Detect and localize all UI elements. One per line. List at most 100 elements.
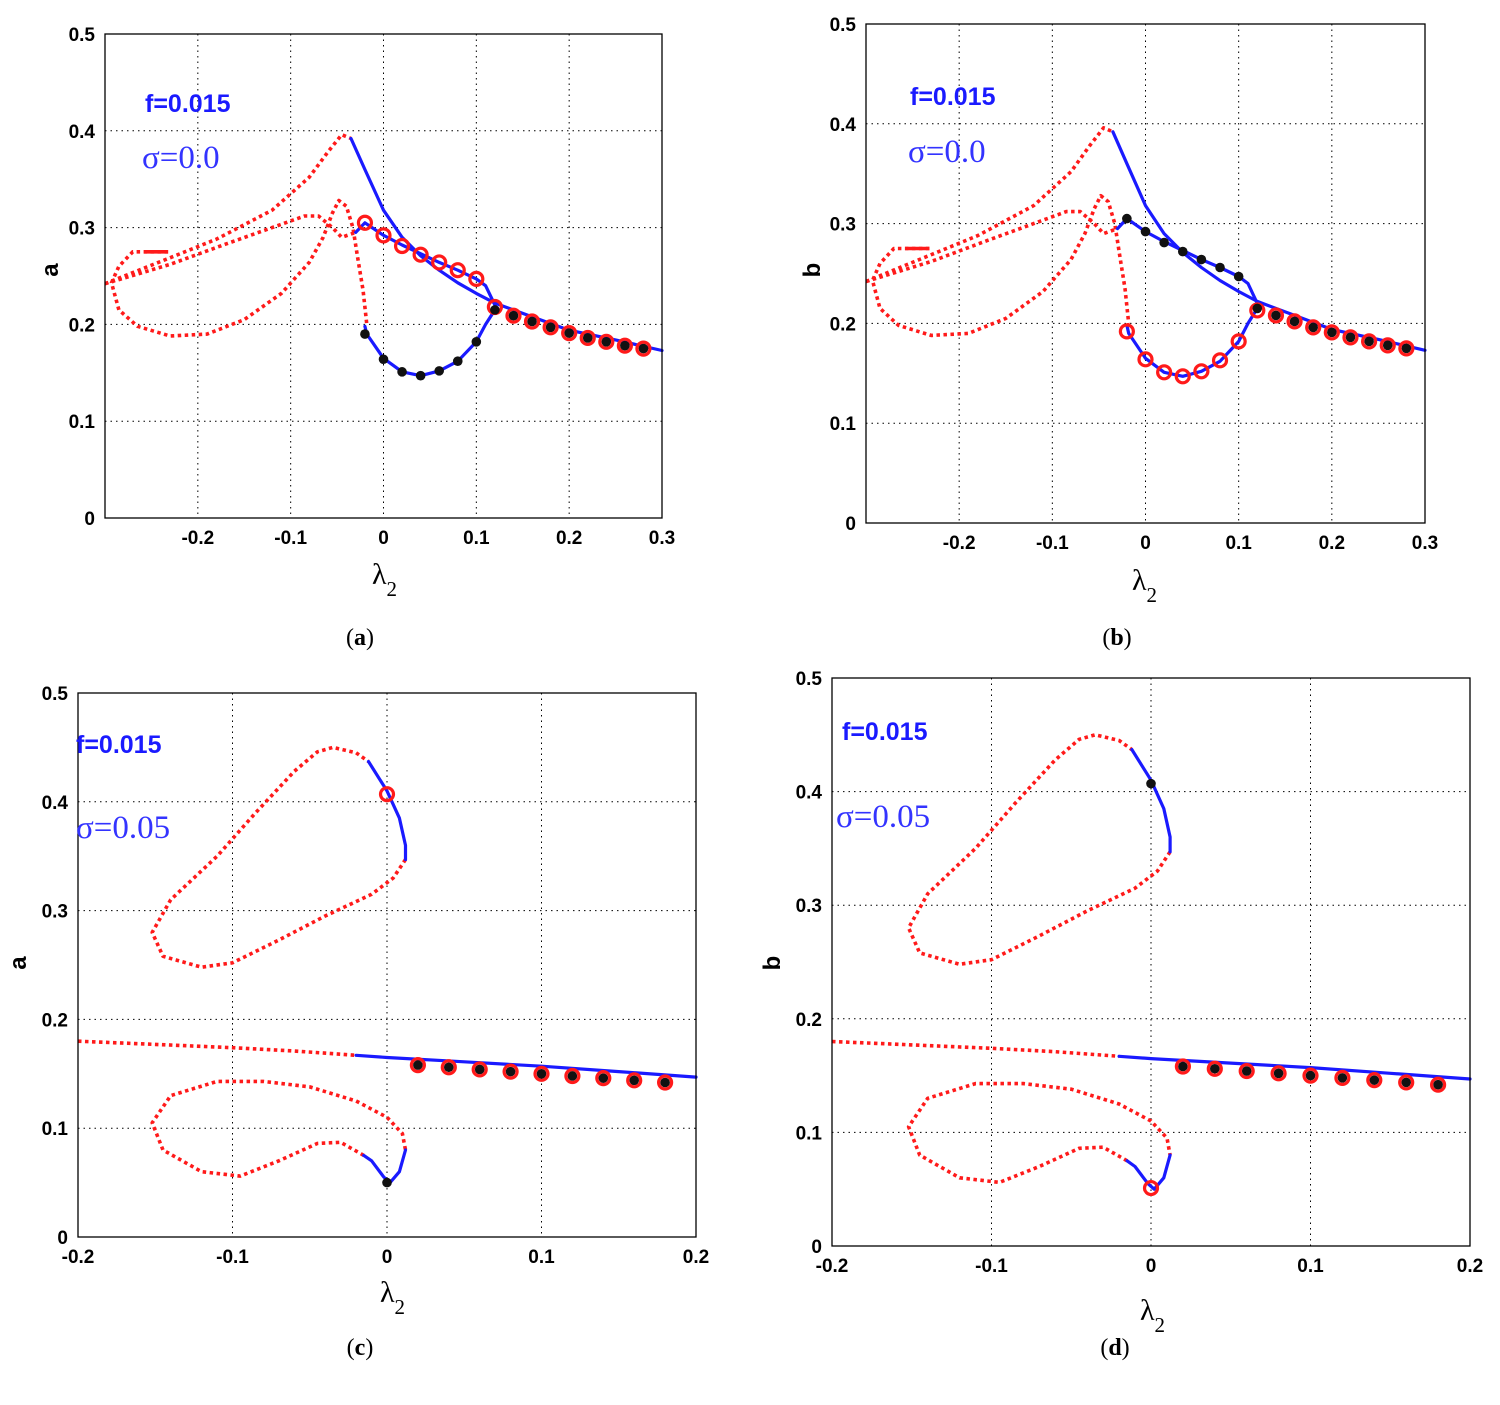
marker-open (1334, 1069, 1351, 1086)
x-axis-label: λ2 (372, 558, 397, 601)
marker-open (1302, 1067, 1319, 1084)
marker-open (1142, 1179, 1160, 1197)
marker-filled (444, 1062, 454, 1073)
marker-filled (567, 1071, 578, 1081)
marker-open (1230, 333, 1247, 350)
plot-frame (77, 692, 697, 1238)
marker-filled (601, 337, 612, 347)
x-axis-label: λ2 (1140, 1294, 1165, 1337)
x-axis-label: λ2 (1132, 564, 1157, 607)
marker-open (409, 1056, 426, 1074)
x-tick-label: -0.2 (816, 1256, 849, 1277)
x-tick-label: -0.2 (943, 533, 976, 554)
x-tick-label: 0.2 (1457, 1256, 1483, 1277)
marker-open (1305, 319, 1322, 336)
marker-filled (360, 329, 370, 339)
marker-filled (660, 1077, 670, 1088)
marker-filled (1241, 1066, 1252, 1076)
series-line-unstable (104, 132, 352, 286)
marker-open (533, 1065, 550, 1082)
y-tick-label: 0.3 (42, 902, 68, 923)
marker-filled (1140, 226, 1151, 237)
y-tick-label: 0.5 (69, 25, 96, 46)
marker-filled (1305, 1070, 1316, 1081)
marker-open (412, 246, 429, 263)
annotation-f: f=0.015 (145, 90, 231, 118)
x-tick-label: 0.2 (683, 1247, 709, 1268)
x-axis-label-sub: 2 (1147, 583, 1158, 607)
annotation-sigma: σ=0.0 (908, 134, 986, 170)
marker-filled (1273, 1068, 1284, 1079)
x-tick-label: -0.2 (62, 1247, 95, 1268)
series-line-unstable (831, 1039, 1120, 1059)
annotation-sigma: σ=0.0 (142, 140, 220, 176)
marker-open (1156, 364, 1173, 381)
y-tick-label: 0.1 (830, 414, 857, 435)
x-tick-label: -0.1 (1036, 533, 1069, 554)
marker-filled (1196, 254, 1207, 265)
marker-open (1211, 352, 1229, 369)
marker-filled (474, 1064, 485, 1075)
marker-open (1238, 1062, 1255, 1080)
x-axis-label-main: λ (372, 558, 387, 591)
marker-filled (1271, 310, 1281, 321)
marker-filled (1369, 1075, 1380, 1085)
series-line-unstable (870, 193, 1131, 338)
series-line-unstable (104, 214, 357, 286)
marker-filled (452, 356, 463, 366)
marker-filled (490, 305, 500, 315)
x-axis-label-main: λ (380, 1276, 395, 1309)
plot-frame (104, 33, 663, 519)
x-tick-label: -0.1 (975, 1256, 1008, 1277)
x-tick-label: 0.3 (1412, 533, 1438, 554)
series-line-unstable (865, 209, 1119, 284)
series-line-stable (362, 1148, 408, 1185)
y-axis-label: b (799, 263, 826, 278)
y-axis-label: b (759, 956, 786, 971)
y-tick-label: 0.4 (830, 115, 857, 136)
y-tick-label: 0 (845, 514, 856, 535)
marker-filled (1327, 327, 1337, 338)
x-tick-label: 0.1 (528, 1247, 555, 1268)
marker-open (1174, 1058, 1192, 1075)
series-line-stable (354, 1053, 698, 1079)
marker-filled (564, 328, 574, 338)
marker-filled (1122, 213, 1132, 224)
marker-open (502, 1063, 519, 1080)
marker-open (471, 1061, 488, 1078)
y-axis-label: a (5, 956, 32, 970)
marker-filled (413, 1060, 423, 1070)
y-tick-label: 0 (811, 1237, 822, 1258)
marker-filled (1308, 322, 1318, 333)
marker-open (1342, 329, 1359, 346)
series-line-unstable (150, 1079, 408, 1178)
y-axis-label: a (37, 263, 64, 277)
marker-filled (638, 343, 649, 354)
marker-open (393, 237, 411, 255)
y-tick-label: 0.1 (796, 1123, 823, 1144)
marker-open (635, 340, 652, 357)
y-tick-label: 0.1 (42, 1119, 69, 1140)
series-line-unstable (150, 745, 407, 969)
panel-caption: (c) (347, 1335, 374, 1361)
marker-open (579, 329, 596, 347)
marker-filled (378, 354, 389, 365)
marker-filled (505, 1066, 516, 1077)
panel-a: -0.2 -0.1 0 0.1 0.2 0.300.10.20.30.40.5aλ2f=0… (37, 25, 675, 651)
panel-caption-label: b (1110, 625, 1123, 651)
marker-filled (582, 333, 593, 343)
plot-frame (865, 23, 1426, 524)
panel-caption: (a) (346, 625, 374, 651)
marker-open (356, 214, 374, 231)
marker-open (616, 337, 633, 354)
marker-open (595, 1070, 612, 1087)
marker-filled (545, 322, 556, 333)
marker-filled (1146, 778, 1156, 789)
series-line-stable (363, 308, 497, 378)
series-line-stable (1115, 217, 1259, 305)
marker-filled (620, 340, 630, 351)
marker-filled (1382, 340, 1393, 351)
y-tick-label: 0.4 (796, 783, 823, 804)
marker-open (378, 786, 396, 803)
y-tick-label: 0.2 (42, 1010, 68, 1031)
